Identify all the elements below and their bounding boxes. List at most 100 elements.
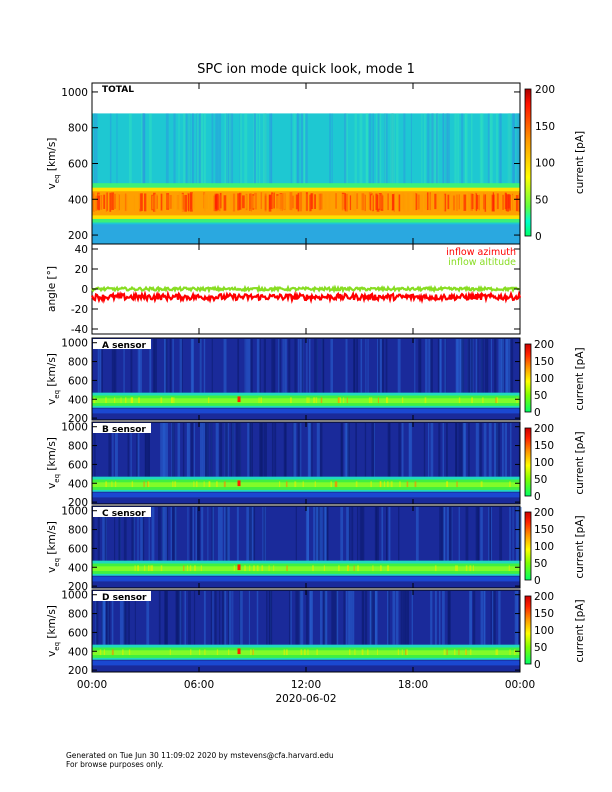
peak-streak — [218, 195, 221, 212]
noise-streak — [493, 423, 497, 477]
noise-streak — [431, 113, 434, 185]
y-tick-label: 400 — [68, 194, 88, 206]
peak-streak — [237, 193, 240, 211]
peak-streak — [370, 397, 373, 404]
peak-streak — [105, 397, 107, 404]
noise-streak — [516, 113, 519, 185]
noise-streak — [316, 423, 320, 477]
noise-streak — [177, 423, 179, 477]
peak-streak — [307, 649, 309, 656]
noise-streak — [378, 113, 382, 185]
peak-streak — [308, 397, 310, 404]
peak-streak — [387, 193, 389, 211]
peak-streak — [324, 193, 327, 209]
colorbar-tick-label: 200 — [535, 84, 555, 96]
colorbar-tick-label: 200 — [534, 423, 554, 435]
peak-streak — [310, 193, 314, 210]
peak-streak — [113, 193, 117, 209]
noise-streak — [246, 507, 249, 561]
peak-streak — [496, 193, 499, 210]
peak-streak — [398, 194, 401, 212]
peak-streak — [122, 194, 125, 210]
peak-streak — [346, 565, 349, 572]
noise-streak — [137, 507, 139, 561]
noise-streak — [238, 423, 242, 477]
noise-streak — [203, 339, 206, 393]
noise-streak — [411, 591, 413, 645]
peak-streak — [93, 192, 96, 211]
noise-streak — [175, 591, 178, 645]
noise-streak — [307, 507, 310, 561]
noise-streak — [331, 591, 335, 645]
noise-streak — [196, 113, 199, 185]
noise-streak — [298, 339, 300, 393]
noise-streak — [211, 113, 214, 185]
peak-streak — [405, 649, 407, 656]
colorbar-tick-label: 200 — [534, 339, 554, 351]
peak-streak — [376, 194, 380, 212]
noise-streak — [359, 507, 363, 561]
peak-streak — [316, 649, 318, 656]
noise-streak — [439, 339, 442, 393]
noise-streak — [218, 591, 221, 645]
colorbar-tick-label: 50 — [534, 474, 547, 486]
noise-streak — [259, 423, 261, 477]
noise-streak — [395, 591, 399, 645]
peak-streak — [93, 397, 96, 404]
peak-streak — [493, 194, 496, 210]
noise-streak — [94, 113, 96, 185]
noise-streak — [354, 113, 357, 185]
noise-streak — [266, 591, 268, 645]
noise-streak — [294, 339, 297, 393]
noise-streak — [345, 591, 348, 645]
noise-streak — [195, 507, 198, 561]
noise-streak — [99, 339, 102, 393]
noise-streak — [494, 339, 497, 393]
noise-streak — [165, 339, 168, 393]
y-tick-label: 40 — [75, 244, 88, 256]
noise-streak — [505, 339, 508, 393]
noise-streak — [193, 423, 196, 477]
noise-streak — [376, 113, 378, 185]
peak-streak — [458, 397, 461, 404]
noise-streak — [136, 423, 138, 477]
noise-streak — [387, 423, 391, 477]
noise-streak — [364, 423, 367, 477]
peak-streak — [492, 192, 495, 210]
peak-streak — [463, 194, 467, 211]
noise-streak — [151, 507, 155, 561]
peak-streak — [114, 481, 117, 488]
peak-streak — [354, 649, 356, 656]
peak-streak — [93, 192, 95, 211]
noise-streak — [177, 591, 181, 645]
noise-streak — [508, 339, 511, 393]
noise-streak — [264, 113, 267, 185]
peak-streak — [174, 481, 177, 488]
y-tick-label: 800 — [68, 357, 88, 369]
peak-streak — [390, 481, 393, 488]
y-tick-label: -40 — [71, 324, 88, 336]
noise-streak — [331, 113, 333, 185]
noise-streak — [144, 113, 146, 185]
noise-streak — [344, 113, 347, 185]
peak-streak — [514, 649, 516, 656]
noise-streak — [301, 591, 304, 645]
noise-streak — [199, 339, 202, 393]
noise-streak — [373, 591, 376, 645]
noise-streak — [295, 591, 299, 645]
noise-streak — [169, 339, 172, 393]
peak-streak — [476, 194, 479, 210]
peak-streak — [273, 565, 275, 572]
noise-streak — [442, 423, 445, 477]
colorbar-label: current [pA] — [574, 431, 586, 494]
total-label: TOTAL — [102, 85, 134, 95]
noise-streak — [259, 423, 263, 477]
noise-streak — [293, 423, 297, 477]
peak-streak — [496, 192, 498, 212]
peak-streak — [225, 193, 227, 211]
peak-streak — [306, 397, 308, 404]
noise-streak — [423, 423, 426, 477]
noise-streak — [315, 339, 318, 393]
peak-streak — [415, 192, 417, 211]
